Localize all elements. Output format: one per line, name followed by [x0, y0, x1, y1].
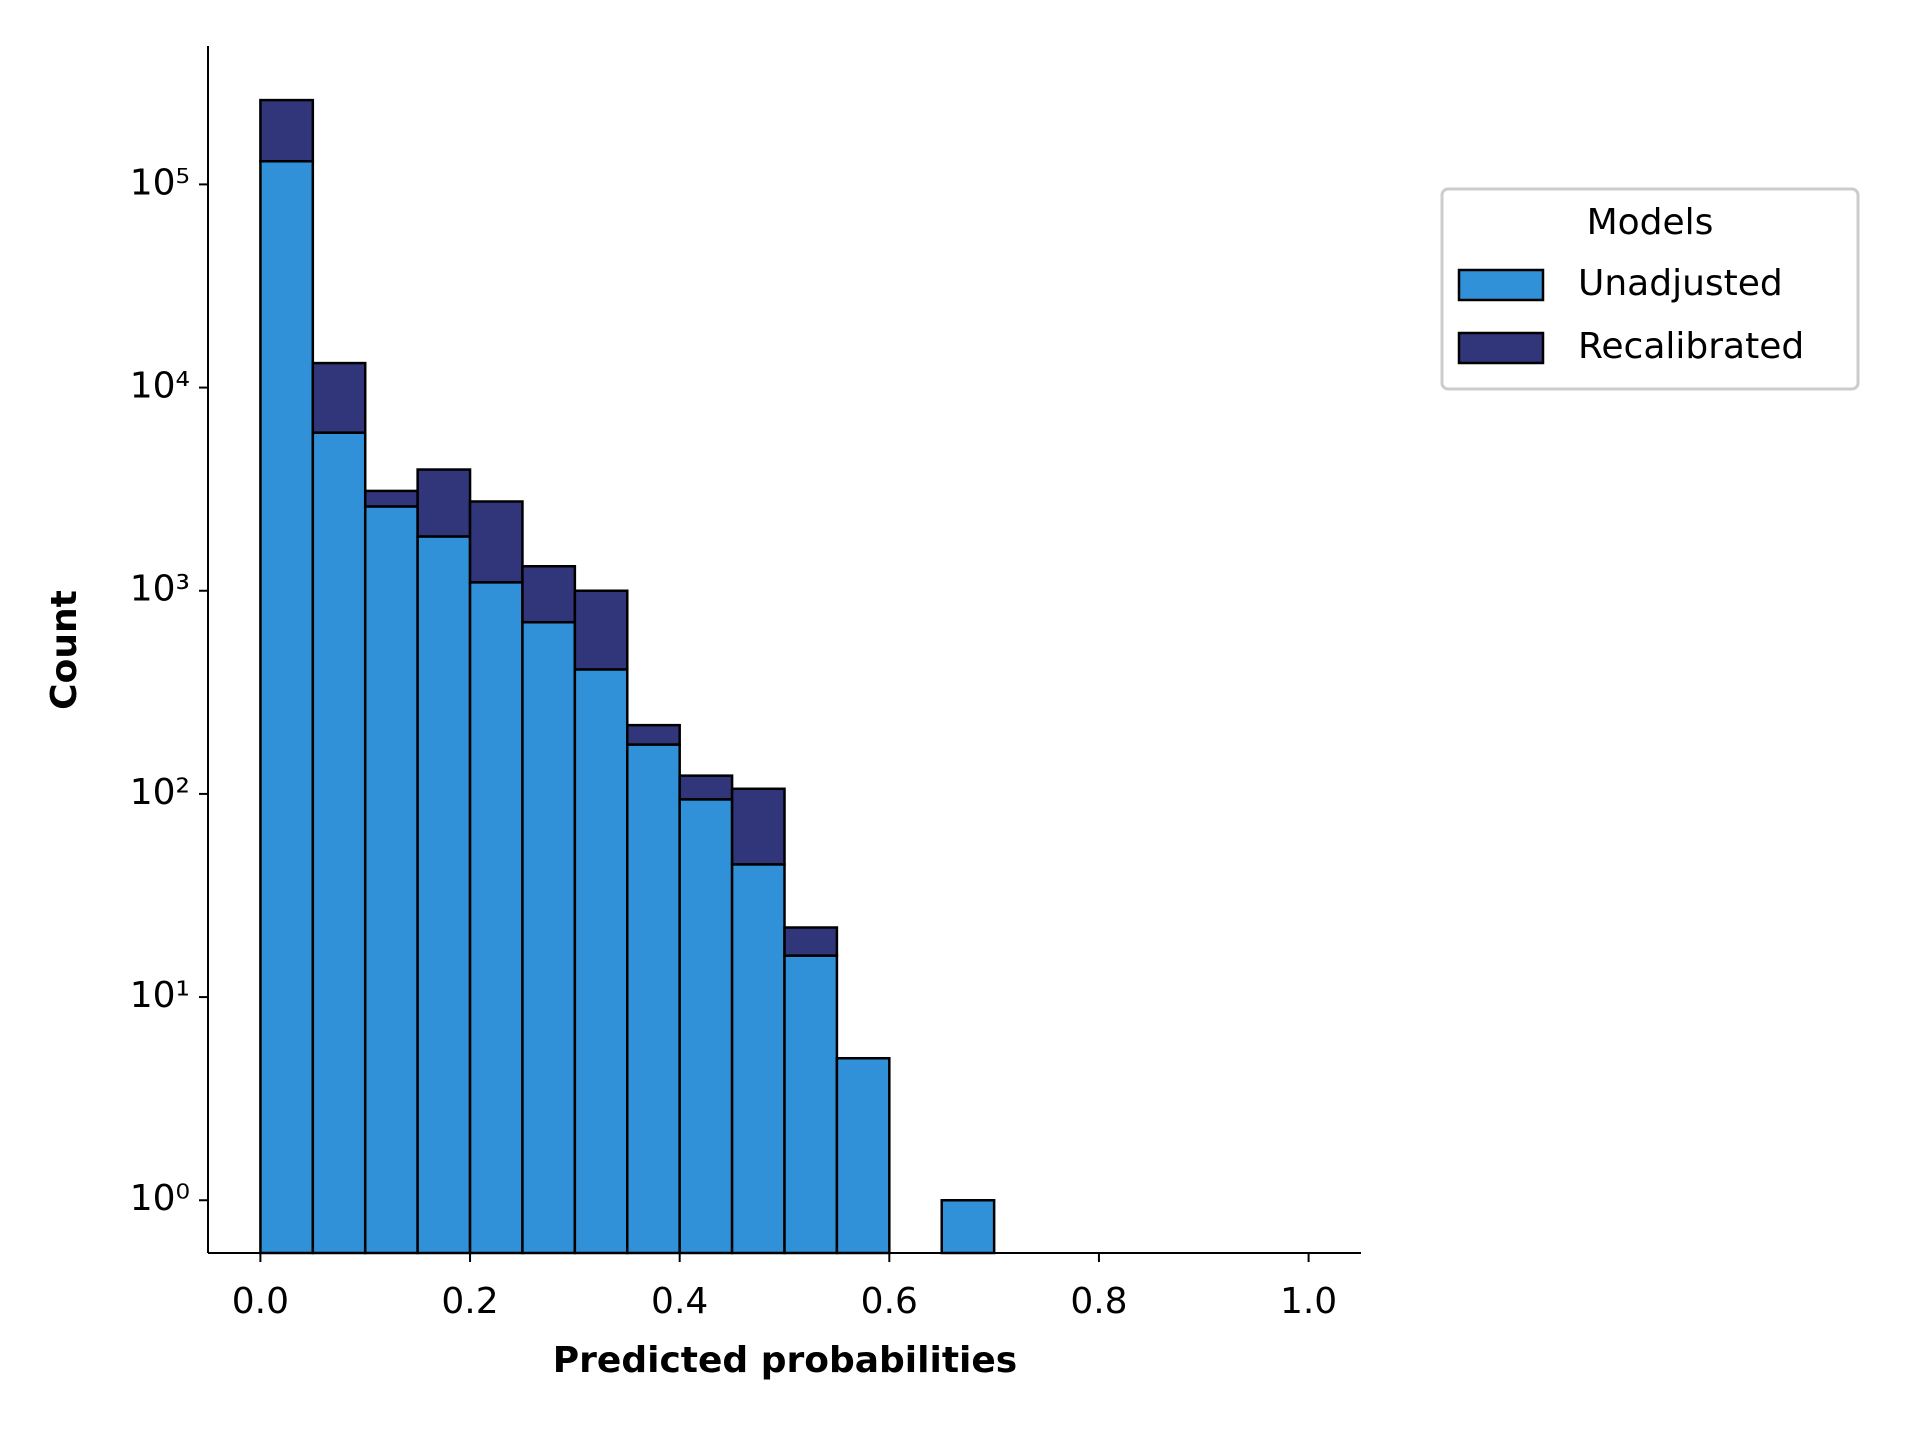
y-tick-label: 10¹: [130, 975, 190, 1016]
bar: [521, 564, 577, 624]
bar: [678, 798, 734, 1255]
bar: [573, 668, 629, 1255]
y-axis-label: Count: [44, 590, 85, 710]
bar: [783, 926, 839, 957]
bar: [416, 468, 472, 538]
y-tick-label: 10³: [130, 569, 190, 610]
x-axis-label: Predicted probabilities: [553, 1340, 1017, 1381]
x-tick-label: 0.4: [651, 1281, 708, 1322]
x-tick-label: 0.2: [441, 1281, 498, 1322]
y-tick-label: 10⁵: [130, 162, 190, 203]
bar: [416, 535, 472, 1255]
bar: [626, 743, 681, 1255]
y-tick-label: 10⁴: [130, 366, 190, 407]
bar: [730, 787, 786, 866]
bar: [783, 954, 839, 1255]
legend-swatch: [1457, 331, 1545, 365]
bar: [468, 500, 524, 584]
bar: [311, 361, 367, 434]
x-tick-label: 0.8: [1070, 1281, 1127, 1322]
bar: [363, 489, 419, 508]
bar: [730, 863, 786, 1255]
bar: [311, 431, 367, 1255]
bar: [835, 1056, 891, 1255]
bar: [259, 98, 315, 163]
legend-label: Unadjusted: [1578, 263, 1783, 304]
legend-swatch: [1457, 268, 1545, 302]
x-tick-label: 1.0: [1280, 1281, 1337, 1322]
legend-title: Models: [1587, 202, 1714, 243]
bar: [259, 160, 315, 1255]
bar: [940, 1198, 996, 1255]
bar: [626, 723, 681, 746]
bar: [678, 774, 734, 801]
y-tick-label: 10⁰: [130, 1178, 190, 1219]
bar: [521, 620, 577, 1255]
bar: [468, 581, 524, 1255]
legend-box: [1440, 187, 1860, 391]
legend-label: Recalibrated: [1578, 326, 1804, 367]
bar: [573, 589, 629, 671]
x-tick-label: 0.0: [232, 1281, 289, 1322]
bar: [363, 505, 419, 1255]
y-tick-label: 10²: [130, 772, 190, 813]
x-tick-label: 0.6: [861, 1281, 918, 1322]
